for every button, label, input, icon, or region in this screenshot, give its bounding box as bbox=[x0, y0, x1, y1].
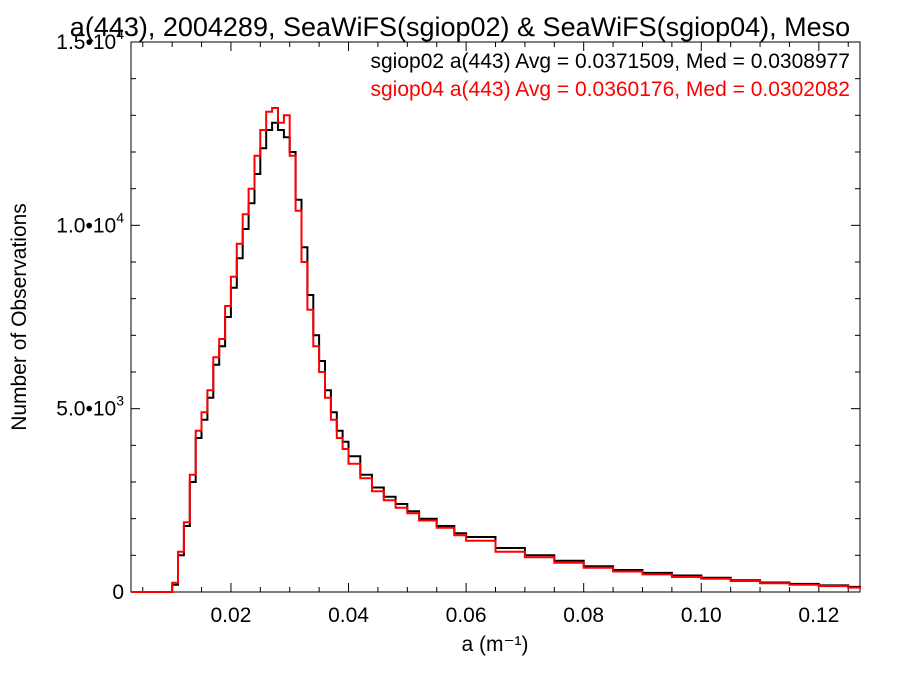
y-tick-label: 0 bbox=[112, 581, 124, 604]
legend-entry-sgiop02: sgiop02 a(443) Avg = 0.0371509, Med = 0.… bbox=[370, 50, 850, 73]
plot-area: 0.02 0.04 0.06 0.08 0.10 0.12 0 5.0•103 1.0•104… bbox=[56, 26, 861, 627]
x-tick-label: 0.06 bbox=[446, 604, 487, 627]
x-tick-label: 0.12 bbox=[798, 604, 839, 627]
legend: sgiop02 a(443) Avg = 0.0371509, Med = 0.… bbox=[370, 50, 850, 101]
y-axis-label: Number of Observations bbox=[8, 203, 31, 431]
plot-frame bbox=[130, 41, 861, 593]
series-group bbox=[131, 107, 861, 593]
x-tick-label: 0.08 bbox=[563, 604, 604, 627]
y-axis: 0 5.0•103 1.0•104 1.5•104 bbox=[56, 26, 860, 604]
x-axis: 0.02 0.04 0.06 0.08 0.10 0.12 bbox=[142, 42, 849, 627]
legend-entry-sgiop04: sgiop04 a(443) Avg = 0.0360176, Med = 0.… bbox=[370, 78, 850, 101]
x-tick-label: 0.02 bbox=[211, 604, 252, 627]
series-line-sgiop04 bbox=[131, 107, 861, 593]
y-tick-label: 5.0•103 bbox=[56, 393, 124, 421]
x-tick-label: 0.04 bbox=[328, 604, 369, 627]
series-line-sgiop02 bbox=[131, 121, 861, 593]
x-axis-label: a (m⁻¹) bbox=[461, 633, 528, 656]
y-tick-label: 1.5•104 bbox=[56, 26, 124, 54]
chart-title: a(443), 2004289, SeaWiFS(sgiop02) & SeaW… bbox=[70, 12, 850, 42]
y-tick-label: 1.0•104 bbox=[56, 209, 124, 237]
x-tick-label: 0.10 bbox=[681, 604, 722, 627]
